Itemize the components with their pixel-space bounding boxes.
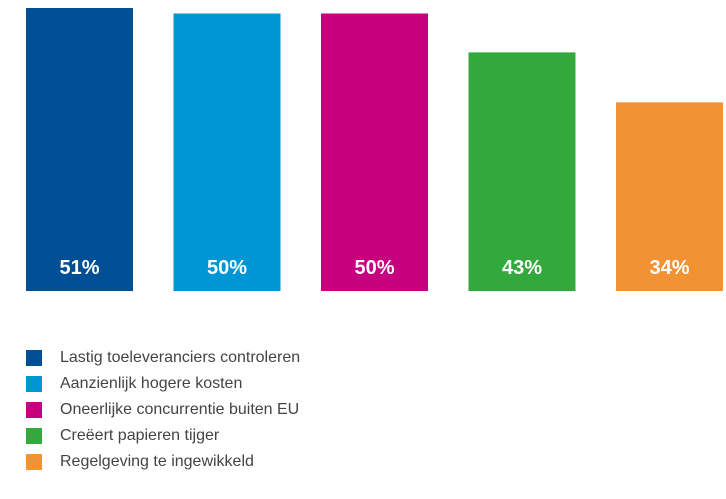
legend-item: Aanzienlijk hogere kosten [26,371,300,397]
legend-item: Creëert papieren tijger [26,423,300,449]
bar-value-label-5: 34% [649,257,689,279]
legend-swatch [26,376,42,392]
chart-legend: Lastig toeleveranciers controleren Aanzie… [26,345,300,475]
bar-chart-plot: 51% 50% 50% 43% 34% [26,8,723,292]
legend-label: Regelgeving te ingewikkeld [60,453,254,470]
bar-1 [26,8,133,291]
legend-swatch [26,428,42,444]
legend-item: Regelgeving te ingewikkeld [26,449,300,475]
legend-swatch [26,402,42,418]
legend-label: Creëert papieren tijger [60,427,220,444]
bar-value-label-3: 50% [354,257,394,279]
bar-4 [468,52,576,292]
legend-swatch [26,454,42,470]
bar-value-label-1: 51% [59,257,99,279]
legend-item: Oneerlijke concurrentie buiten EU [26,397,300,423]
legend-label: Lastig toeleveranciers controleren [60,349,301,366]
bar-value-label-4: 43% [502,257,542,279]
bar-2 [173,13,281,291]
bar-3 [321,13,428,291]
legend-label: Oneerlijke concurrentie buiten EU [60,401,300,418]
bar-5 [616,102,723,291]
legend-label: Aanzienlijk hogere kosten [60,375,243,392]
legend-item: Lastig toeleveranciers controleren [26,345,300,371]
bar-value-label-2: 50% [207,257,247,279]
legend-swatch [26,350,42,366]
